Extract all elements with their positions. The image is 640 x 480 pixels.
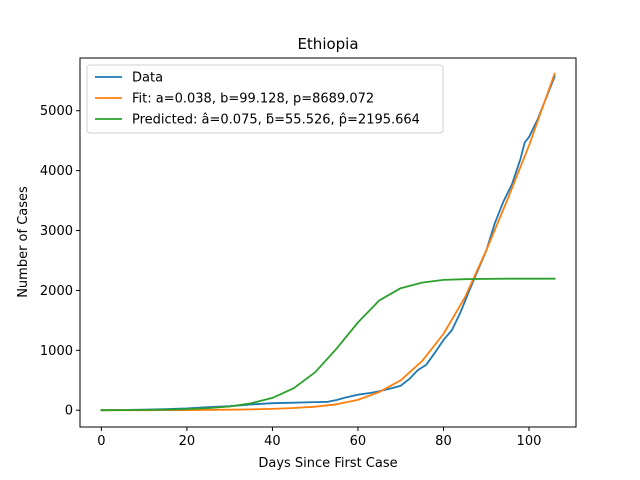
x-tick-label: 40: [264, 434, 281, 449]
x-tick-label: 20: [179, 434, 196, 449]
y-tick-label: 4000: [40, 164, 73, 179]
x-tick-label: 80: [435, 434, 452, 449]
legend: Data Fit: a=0.038, b=99.128, p=8689.072 Pr…: [86, 64, 444, 134]
axes-frame: [79, 57, 577, 428]
legend-label-2: Predicted: â=0.075, ƃ=55.526, p̂=2195.66…: [132, 113, 420, 128]
y-tick-label: 3000: [40, 224, 73, 239]
x-tick-label: 100: [517, 434, 542, 449]
y-axis: 0 1000 2000 3000 4000 5000: [40, 104, 80, 419]
x-tick-label: 60: [350, 434, 367, 449]
legend-label-1: Fit: a=0.038, b=99.128, p=8689.072: [132, 92, 374, 107]
y-tick-label: 2000: [40, 284, 73, 299]
series-layer: [100, 72, 556, 412]
y-tick-label: 5000: [40, 104, 73, 119]
y-tick-label: 0: [65, 404, 73, 419]
legend-box: [86, 64, 444, 134]
y-tick-label: 1000: [40, 344, 73, 359]
x-axis-label: Days Since First Case: [258, 456, 397, 471]
legend-label-0: Data: [132, 71, 163, 86]
series-line-2: [100, 277, 556, 412]
y-axis-label: Number of Cases: [16, 186, 31, 298]
x-tick-label: 0: [97, 434, 105, 449]
chart-title: Ethiopia: [297, 35, 358, 53]
x-axis: 0 20 40 60 80 100: [97, 427, 541, 449]
